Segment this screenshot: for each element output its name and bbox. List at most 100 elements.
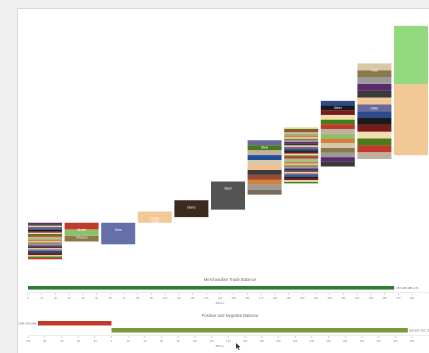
chart-frame: Nickel Tobacco Ores Coffee Coal Other Gems Stee… <box>17 8 429 353</box>
waterfall-bar-c9-seg-10 <box>320 114 355 120</box>
posneg-negative-value: -87,994,376,548 <box>18 322 36 326</box>
waterfall-bar-c9-seg-9 <box>320 119 355 125</box>
posneg-positive-bar <box>111 328 408 333</box>
posneg-tick-label-5: 0 <box>111 339 113 343</box>
waterfall-bar-c9-seg-6 <box>320 133 355 139</box>
trade-balance-tick-label-16: 160 <box>245 296 250 300</box>
posneg-tick-label-15: 200 <box>276 339 281 343</box>
trade-balance-chart: Merchandise Trade Balance 0 10 20 30 40 50 60 70… <box>27 277 429 305</box>
waterfall-bar-c8-seg-8 <box>284 168 319 171</box>
posneg-tick-label-14: 180 <box>260 339 265 343</box>
waterfall-bar-c8-seg-9 <box>284 166 319 169</box>
waterfall-bar-c8-seg-25 <box>284 140 319 143</box>
waterfall-bar-c8-seg-0 <box>284 181 319 184</box>
trade-balance-tick-label-18: 180 <box>273 296 278 300</box>
posneg-tick-label-17: 240 <box>310 339 315 343</box>
waterfall-bar-c1-seg-10 <box>28 243 62 246</box>
waterfall-bar-c10-seg-2 <box>357 138 392 146</box>
waterfall-bar-c8-seg-13 <box>284 160 319 162</box>
waterfall-bar-c8-seg-5 <box>284 173 319 176</box>
waterfall-bar-c8-seg-18 <box>284 151 319 154</box>
posneg-tick-label-0: -100 <box>25 339 31 343</box>
posneg-tick-label-9: 80 <box>177 339 180 343</box>
waterfall-bar-c8-seg-17 <box>284 153 319 156</box>
trade-balance-tick-label-22: 220 <box>328 296 333 300</box>
waterfall-bar-c1-seg-19 <box>28 231 62 233</box>
trade-balance-bar <box>28 286 395 290</box>
waterfall-bar-c1-seg-18 <box>28 232 62 234</box>
waterfall-label-c3-0: Ores <box>115 228 122 232</box>
waterfall-bar-c6-seg-0 <box>211 181 245 210</box>
waterfall-bar-c9-seg-3 <box>320 147 355 153</box>
waterfall-bar-c10-seg-12 <box>357 70 392 78</box>
posneg-xlabel: Billions <box>216 344 225 348</box>
waterfall-bar-c7-seg-10 <box>247 140 282 146</box>
waterfall-bar-c10-seg-3 <box>357 131 392 139</box>
waterfall-bar-c1-seg-23 <box>28 225 62 227</box>
positive-negative-chart: Positive and Negative Balance -100 -80 -60 -… <box>18 313 429 351</box>
waterfall-bar-c8-seg-2 <box>284 178 319 181</box>
waterfall-bar-c10-seg-13 <box>357 63 392 71</box>
trade-balance-tick-label-24: 240 <box>355 296 360 300</box>
posneg-tick-label-20: 300 <box>360 339 365 343</box>
waterfall-bar-c8-seg-11 <box>284 163 319 166</box>
waterfall-bar-c1-seg-14 <box>28 238 62 240</box>
waterfall-bar-c1-seg-21 <box>28 228 62 230</box>
posneg-tick-label-2: -60 <box>60 339 64 343</box>
posneg-tick-label-4: -20 <box>93 339 97 343</box>
waterfall-bar-c8-seg-1 <box>284 180 319 182</box>
waterfall-bar-c8-seg-4 <box>284 175 319 177</box>
waterfall-bar-c1-seg-24 <box>28 224 62 226</box>
waterfall-bar-c7-seg-6 <box>247 160 282 165</box>
waterfall-bar-c1-seg-2 <box>28 255 62 257</box>
waterfall-bar-c8-seg-31 <box>284 130 319 133</box>
trade-balance-tick-label-13: 130 <box>204 296 209 300</box>
trade-balance-tick-label-27: 270 <box>396 296 401 300</box>
waterfall-bar-c1-seg-1 <box>28 256 62 258</box>
waterfall-bar-c7-seg-5 <box>247 164 282 170</box>
waterfall-bar-c8-seg-19 <box>284 150 319 152</box>
waterfall-bar-c11-seg-1 <box>394 25 428 85</box>
trade-balance-tick-label-17: 170 <box>259 296 264 300</box>
waterfall-bar-c8-seg-10 <box>284 165 319 167</box>
waterfall-bar-c10-seg-11 <box>357 77 392 84</box>
waterfall-bar-c1-seg-8 <box>28 246 62 249</box>
waterfall-label-c10-0: Food <box>371 68 378 72</box>
waterfall-bar-c8-seg-12 <box>284 161 319 164</box>
trade-balance-tick-label-10: 100 <box>163 296 168 300</box>
posneg-tick-label-8: 60 <box>160 339 163 343</box>
waterfall-bar-c10-seg-6 <box>357 111 392 119</box>
waterfall-bar-c1-seg-20 <box>28 229 62 232</box>
waterfall-label-c4-2: Other <box>151 223 160 227</box>
trade-balance-tick-label-28: 280 <box>410 296 415 300</box>
waterfall-bar-c10-seg-1 <box>357 145 392 153</box>
waterfall-bar-c9-seg-8 <box>320 124 355 129</box>
waterfall-bar-c8-seg-14 <box>284 158 319 161</box>
waterfall-bar-c8-seg-32 <box>284 128 319 131</box>
trade-balance-tick-label-0: 0 <box>27 296 29 300</box>
waterfall-chart: NickelTobaccoOresCoffeeCoalOtherGemsStee… <box>28 25 428 260</box>
waterfall-bar-c10-seg-4 <box>357 124 392 132</box>
chart-svg: NickelTobaccoOresCoffeeCoalOtherGemsStee… <box>18 25 429 351</box>
waterfall-bar-c1-seg-0 <box>28 257 62 260</box>
waterfall-bar-c8-seg-21 <box>284 146 319 149</box>
waterfall-bar-c8-seg-27 <box>284 137 319 139</box>
posneg-tick-label-11: 120 <box>209 339 214 343</box>
trade-balance-tick-label-8: 80 <box>136 296 139 300</box>
waterfall-label-c4-1: Coal <box>152 220 159 224</box>
trade-balance-tick-label-21: 210 <box>314 296 319 300</box>
waterfall-bar-c7-seg-3 <box>247 174 282 180</box>
posneg-tick-label-16: 220 <box>293 339 298 343</box>
waterfall-bar-c10-seg-9 <box>357 90 392 98</box>
trade-balance-xlabel: Billions <box>216 301 225 305</box>
trade-balance-tick-label-2: 20 <box>54 296 57 300</box>
posneg-tick-label-6: 20 <box>127 339 130 343</box>
trade-balance-tick-label-5: 50 <box>95 296 98 300</box>
posneg-title: Positive and Negative Balance <box>202 313 259 318</box>
waterfall-label-c10-1: Other <box>370 107 379 111</box>
waterfall-bar-c5-seg-0 <box>174 200 209 218</box>
trade-balance-tick-label-6: 60 <box>109 296 112 300</box>
trade-balance-tick-label-9: 90 <box>150 296 153 300</box>
waterfall-label-c6-0: Steel <box>224 187 232 191</box>
trade-balance-tick-label-19: 190 <box>286 296 291 300</box>
